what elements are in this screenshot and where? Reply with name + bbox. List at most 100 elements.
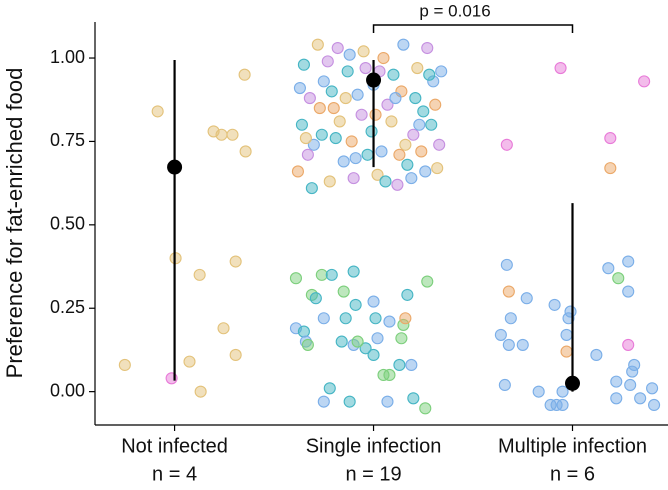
data-point [226, 128, 239, 141]
annotation: p = 0.016 [419, 1, 490, 20]
data-point [194, 385, 207, 398]
data-point [590, 348, 603, 361]
data-point [425, 118, 438, 131]
data-point [423, 68, 436, 81]
y-tick-label: 1.00 [50, 47, 85, 67]
data-point [299, 132, 312, 145]
data-point [407, 392, 420, 405]
data-point [359, 342, 372, 355]
data-point [638, 75, 651, 88]
data-point [409, 92, 422, 105]
data-point [331, 41, 344, 55]
data-point [315, 128, 328, 141]
data-point [389, 92, 402, 105]
data-point [289, 272, 302, 285]
data-point [500, 138, 513, 151]
data-point [405, 172, 418, 185]
data-point [151, 105, 164, 118]
data-point [391, 178, 404, 191]
data-point [335, 335, 348, 348]
data-point [383, 368, 396, 382]
data-point [297, 325, 310, 338]
data-point [502, 338, 515, 351]
mean-point [366, 72, 382, 88]
data-point [323, 382, 336, 395]
data-point [239, 145, 252, 158]
y-axis-label: Preference for fat-enriched food [2, 68, 27, 379]
mean-point [167, 159, 183, 175]
data-point [317, 395, 330, 408]
data-point [498, 378, 511, 392]
data-point [494, 328, 507, 341]
data-point [646, 382, 659, 395]
data-point [361, 148, 374, 161]
group-count: n = 6 [550, 463, 595, 485]
data-point [602, 262, 615, 275]
data-point [347, 265, 360, 278]
data-point [349, 152, 362, 165]
data-point [359, 61, 372, 75]
data-point [329, 132, 342, 145]
data-point [556, 385, 569, 398]
data-point [624, 378, 637, 392]
data-point [351, 88, 364, 101]
y-tick-label: 0.25 [50, 297, 85, 317]
data-point [295, 118, 308, 131]
data-point [431, 162, 444, 175]
data-point [393, 148, 406, 161]
group-count: n = 19 [345, 463, 401, 485]
data-point [355, 108, 368, 121]
data-point [339, 312, 352, 325]
data-point [612, 272, 625, 285]
data-point [303, 92, 316, 105]
data-point [369, 108, 382, 121]
data-point [307, 138, 320, 151]
data-point [407, 128, 420, 141]
x-tick-label: Single infection [306, 435, 442, 457]
data-point [433, 138, 446, 151]
x-tick-label: Not infected [121, 435, 228, 457]
data-point [421, 275, 434, 288]
data-point [371, 168, 384, 181]
data-point [385, 115, 398, 128]
data-point [357, 45, 370, 58]
data-point [399, 138, 412, 151]
data-point [419, 402, 432, 415]
data-point [351, 335, 364, 348]
data-point [634, 392, 647, 405]
data-point [554, 61, 567, 75]
data-point [395, 332, 408, 345]
data-point [311, 38, 324, 51]
y-tick-label: 0.50 [50, 214, 85, 234]
data-point [375, 145, 388, 158]
data-point [564, 305, 577, 318]
data-point [560, 345, 573, 358]
y-tick-label: 0.75 [50, 130, 85, 150]
data-point [548, 298, 561, 311]
data-point [622, 255, 635, 268]
data-point [532, 385, 545, 398]
data-point [401, 158, 414, 171]
data-point [379, 175, 392, 188]
data-point [500, 258, 513, 271]
data-point [238, 68, 251, 81]
data-point [317, 75, 330, 88]
data-point [345, 135, 358, 148]
data-point [399, 312, 412, 325]
data-point [610, 392, 623, 405]
data-point [560, 328, 573, 341]
data-point [365, 125, 378, 138]
x-tick-label: Multiple infection [498, 435, 647, 457]
data-point [293, 82, 306, 95]
significance-bracket [372, 24, 574, 33]
data-point [217, 322, 230, 335]
data-point [118, 358, 131, 372]
data-point [435, 65, 448, 78]
data-point [301, 148, 314, 161]
data-point [229, 348, 242, 361]
data-point [371, 332, 384, 345]
data-point [502, 285, 515, 298]
data-point [520, 292, 533, 305]
data-point [504, 312, 517, 325]
data-point [315, 268, 328, 281]
